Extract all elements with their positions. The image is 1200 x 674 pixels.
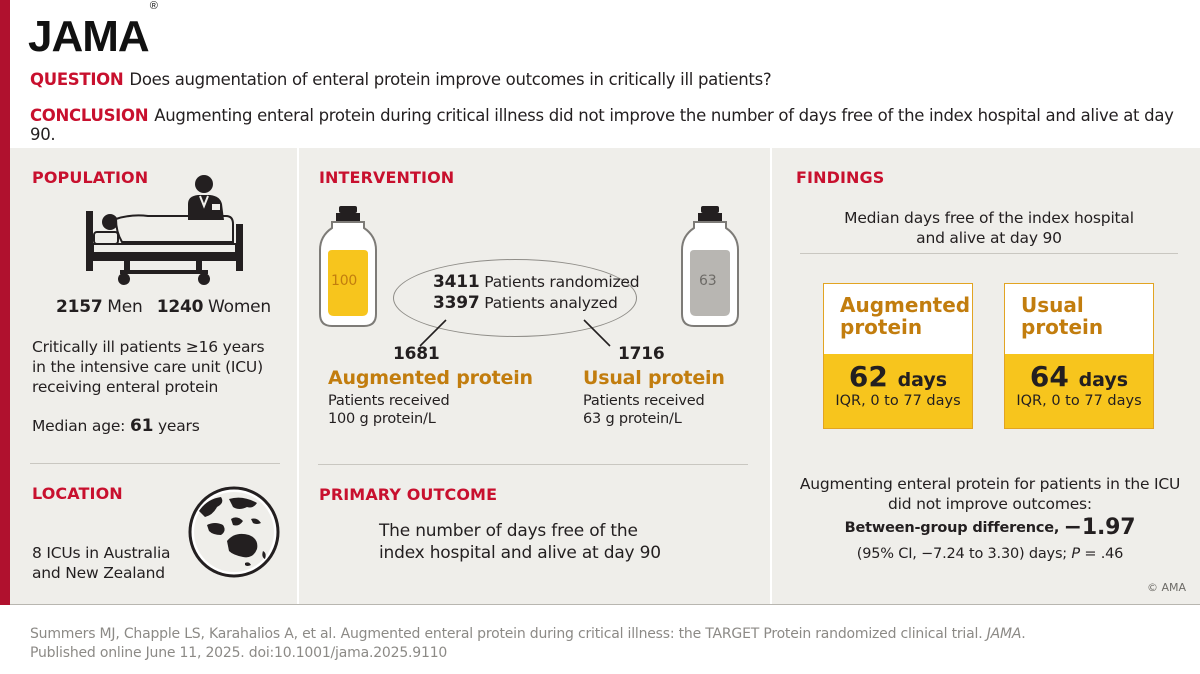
conclusion-line: CONCLUSION Augmenting enteral protein dur…	[30, 106, 1200, 144]
left-accent-bar	[0, 0, 10, 605]
copyright: © AMA	[1146, 581, 1186, 594]
women-count: 1240	[156, 297, 204, 317]
question-tag: QUESTION	[30, 70, 124, 89]
usual-result-title: Usual protein	[1021, 293, 1104, 339]
usual-bottle-label: 63	[699, 273, 717, 289]
men-label: Men	[107, 297, 143, 317]
confidence-interval: (95% CI, −7.24 to 3.30) days; P = .46	[856, 546, 1124, 562]
usual-bottle-icon	[681, 206, 739, 327]
panel-bottom-border	[10, 604, 1200, 605]
sex-counts: 2157 Men 1240 Women	[56, 297, 271, 317]
section-divider	[800, 253, 1178, 254]
jama-logo: JAMA®	[28, 0, 158, 61]
usual-description: Patients received 63 g protein/L	[583, 393, 705, 427]
usual-result-box: Usual protein 64 days IQR, 0 to 77 days	[1004, 283, 1154, 429]
location-text: 8 ICUs in Australia and New Zealand	[32, 544, 171, 582]
augmented-result-box: Augmented protein 62 days IQR, 0 to 77 d…	[823, 283, 973, 429]
conclusion-text: Augmenting enteral protein during critic…	[30, 106, 1174, 144]
augmented-bottle-icon	[319, 206, 377, 327]
median-age: Median age: 61 years	[32, 416, 200, 436]
allocation-connectors	[419, 319, 611, 347]
primary-outcome-text: The number of days free of the index hos…	[379, 521, 661, 563]
column-divider	[297, 148, 299, 605]
population-title: POPULATION	[32, 168, 149, 187]
between-group-difference: Between-group difference, −1.97	[844, 515, 1136, 540]
usual-result-value: 64 days IQR, 0 to 77 days	[1005, 354, 1153, 428]
analyzed-line: 3397 Patients analyzed	[433, 293, 618, 313]
difference-value: −1.97	[1063, 515, 1136, 540]
question-line: QUESTION Does augmentation of enteral pro…	[30, 70, 772, 89]
augmented-result-value: 62 days IQR, 0 to 77 days	[824, 354, 972, 428]
intervention-title: INTERVENTION	[319, 168, 455, 187]
findings-title: FINDINGS	[796, 168, 885, 187]
usual-count: 1716	[618, 344, 665, 364]
question-text: Does augmentation of enteral protein imp…	[129, 70, 772, 89]
men-count: 2157	[56, 297, 103, 317]
randomization-ellipse	[393, 259, 637, 337]
usual-name: Usual protein	[583, 367, 725, 389]
hospital-bed-icon	[86, 211, 243, 285]
column-divider	[770, 148, 772, 605]
augmented-bottle-label: 100	[331, 273, 358, 289]
population-description: Critically ill patients ≥16 years in the…	[32, 338, 265, 396]
nurse-icon	[188, 175, 224, 220]
median-age-value: 61	[129, 416, 154, 436]
randomized-line: 3411 Patients randomized	[433, 272, 640, 292]
section-divider	[30, 463, 280, 464]
conclusion-tag: CONCLUSION	[30, 106, 149, 125]
citation: Summers MJ, Chapple LS, Karahalios A, et…	[30, 626, 1026, 661]
findings-subtitle: Median days free of the index hospital a…	[844, 209, 1134, 247]
globe-icon	[188, 486, 280, 578]
augmented-description: Patients received 100 g protein/L	[328, 393, 450, 427]
section-divider	[318, 464, 748, 465]
augmented-count: 1681	[393, 344, 440, 364]
augmented-result-title: Augmented protein	[840, 293, 971, 339]
women-label: Women	[208, 297, 272, 317]
primary-outcome-title: PRIMARY OUTCOME	[319, 485, 498, 504]
location-title: LOCATION	[32, 484, 123, 503]
augmented-name: Augmented protein	[328, 367, 533, 389]
findings-summary: Augmenting enteral protein for patients …	[799, 475, 1181, 513]
